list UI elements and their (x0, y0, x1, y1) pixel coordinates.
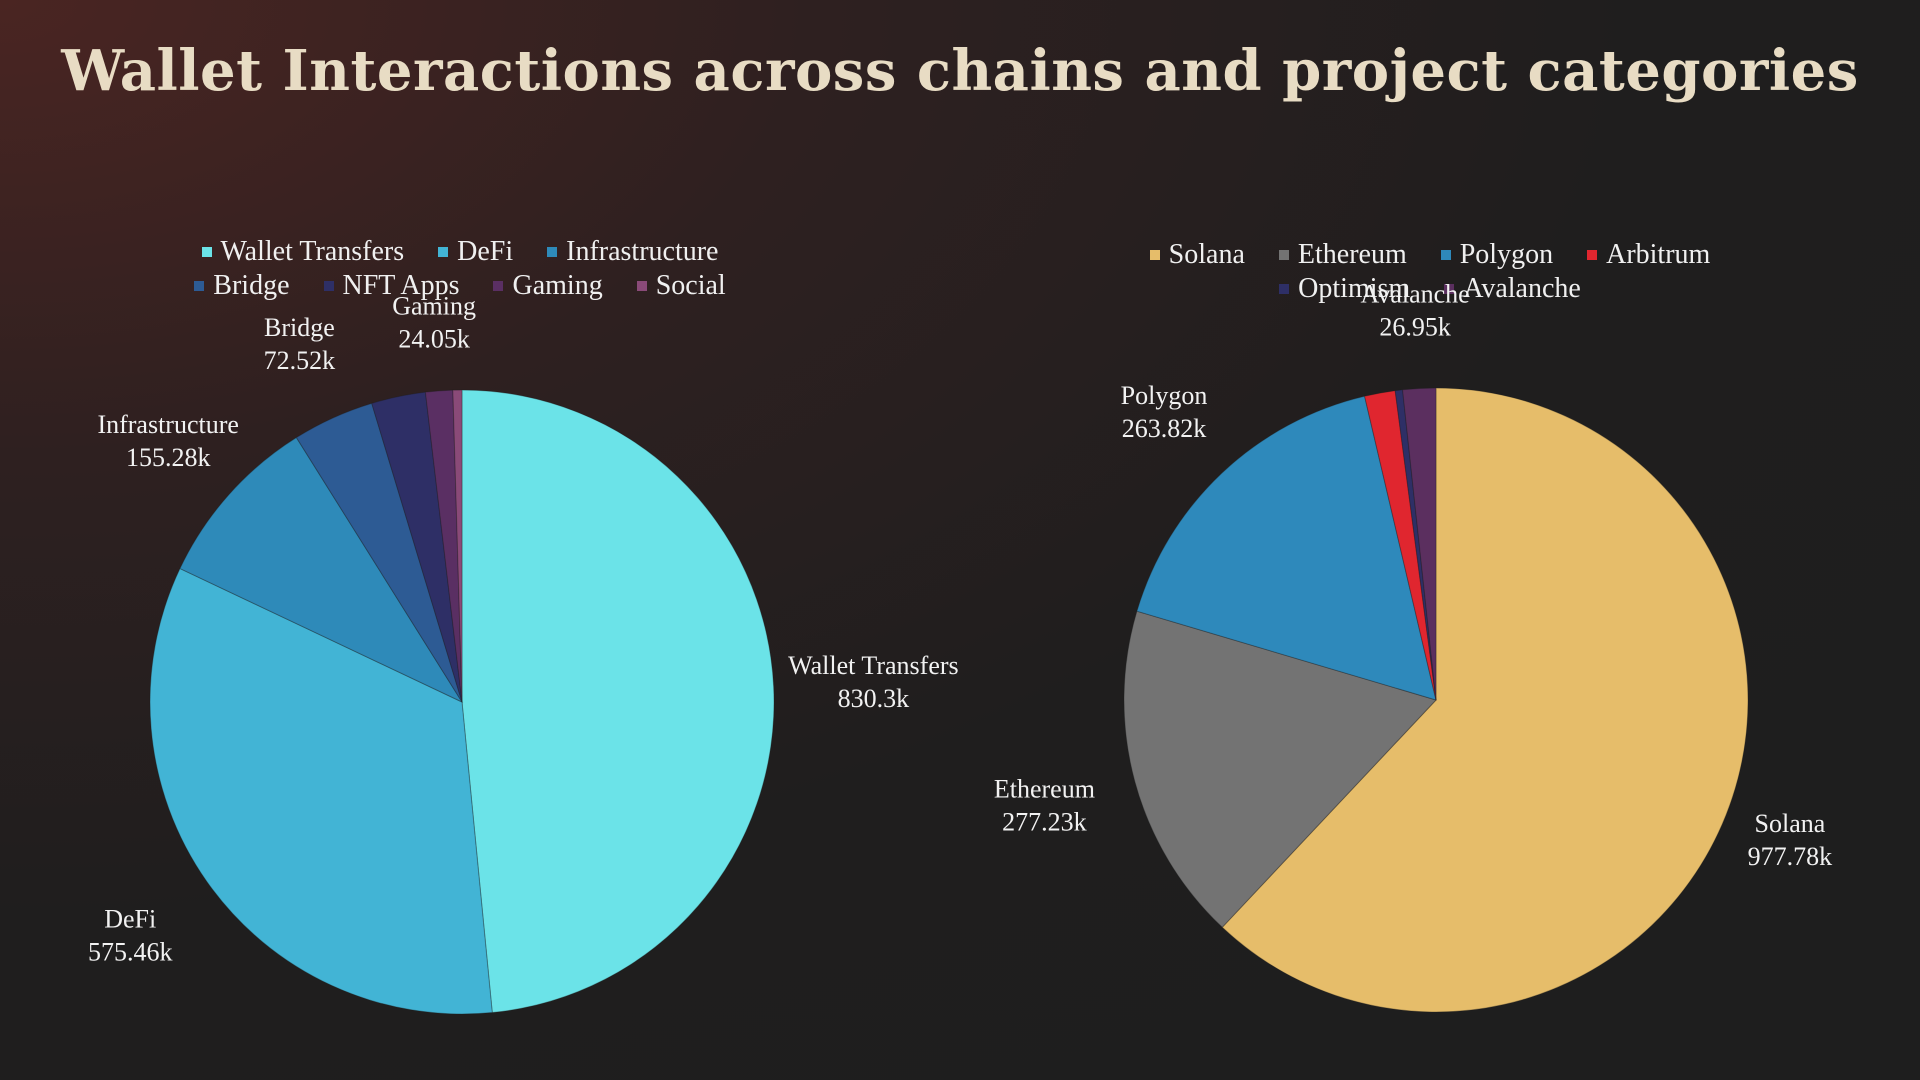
slice-label-avalanche: Avalanche 26.95k (1360, 280, 1469, 342)
legend-item-polygon[interactable]: Polygon (1440, 239, 1554, 271)
legend-label: Ethereum (1297, 239, 1407, 270)
legend-swatch (1278, 250, 1289, 260)
legend-swatch (1444, 284, 1455, 294)
legend-swatch (493, 281, 504, 291)
legend-item-infrastructure[interactable]: Infrastructure (547, 236, 718, 268)
legend-label: DeFi (457, 236, 514, 267)
pie-slice-polygon (1136, 395, 1437, 701)
legend-item-gaming[interactable]: Gaming (493, 270, 603, 302)
slice-label-polygon: Polygon 263.82k (1121, 381, 1208, 443)
slice-label-defi: DeFi 575.46k (88, 904, 173, 966)
pie-slice-social (452, 389, 463, 703)
pie-slice-defi (149, 567, 493, 1015)
legend-item-arbitrum[interactable]: Arbitrum (1587, 239, 1710, 271)
legend-item-nft-apps[interactable]: NFT Apps (323, 270, 460, 302)
legend-label: NFT Apps (342, 270, 460, 301)
legend-label: Polygon (1459, 239, 1554, 270)
slice-label-bridge: Bridge 72.52k (264, 313, 336, 375)
legend-categories: Wallet Transfers DeFi Infrastructure Bridge… (150, 236, 770, 302)
pie-slice-arbitrum (1363, 390, 1437, 701)
pie-slice-bridge (295, 402, 463, 703)
pie-slice-gaming (424, 389, 463, 703)
legend-swatch (636, 281, 647, 291)
slice-label-ethereum: Ethereum 277.23k (994, 775, 1095, 837)
legend-item-solana[interactable]: Solana (1149, 239, 1245, 271)
slice-label-solana: Solana 977.78k (1748, 809, 1833, 871)
legend-chains: Solana Ethereum Polygon Arbitrum Optimism Ava… (1095, 239, 1765, 305)
legend-swatch (438, 247, 449, 257)
legend-label: Solana (1168, 239, 1245, 270)
pie-slice-ethereum (1123, 610, 1437, 928)
legend-swatch (323, 281, 334, 291)
legend-swatch (201, 247, 212, 257)
chart-title: Wallet Interactions across chains and pr… (61, 38, 1859, 104)
pie-chart-chains: Solana 977.78k Ethereum 277.23k Polygon 263.8… (994, 280, 1833, 1013)
legend-swatch (1149, 250, 1160, 260)
pie-slice-nft-apps (371, 391, 463, 703)
legend-item-avalanche[interactable]: Avalanche (1444, 273, 1581, 305)
pie-chart-categories: Wallet Transfers 830.3k DeFi 575.46k Infrast… (88, 291, 959, 1015)
legend-label: Wallet Transfers (220, 236, 405, 267)
legend-swatch (1440, 250, 1451, 260)
legend-label: Gaming (512, 270, 603, 301)
slice-label-wallet-transfers: Wallet Transfers 830.3k (788, 651, 959, 713)
pie-slice-optimism (1394, 389, 1437, 701)
slice-label-gaming: Gaming 24.05k (392, 291, 476, 353)
legend-label: Avalanche (1463, 273, 1581, 304)
legend-item-defi[interactable]: DeFi (438, 236, 513, 268)
legend-swatch (194, 281, 205, 291)
slice-label-infrastructure: Infrastructure 155.28k (97, 410, 238, 472)
legend-item-wallet-transfers[interactable]: Wallet Transfers (201, 236, 405, 268)
legend-label: Bridge (213, 270, 290, 301)
legend-item-ethereum[interactable]: Ethereum (1278, 239, 1407, 271)
legend-label: Optimism (1298, 273, 1411, 304)
legend-item-optimism[interactable]: Optimism (1279, 273, 1410, 305)
legend-swatch (1279, 284, 1290, 294)
legend-label: Social (655, 270, 726, 301)
legend-item-bridge[interactable]: Bridge (194, 270, 290, 302)
pie-slice-solana (1221, 387, 1749, 1013)
pie-slice-avalanche (1402, 387, 1437, 701)
pie-slice-wallet-transfers (461, 389, 775, 1014)
legend-swatch (1587, 250, 1598, 260)
legend-item-social[interactable]: Social (636, 270, 726, 302)
legend-label: Infrastructure (566, 236, 719, 267)
legend-label: Arbitrum (1606, 239, 1711, 270)
pie-slice-infrastructure (179, 436, 464, 704)
legend-swatch (547, 247, 558, 257)
